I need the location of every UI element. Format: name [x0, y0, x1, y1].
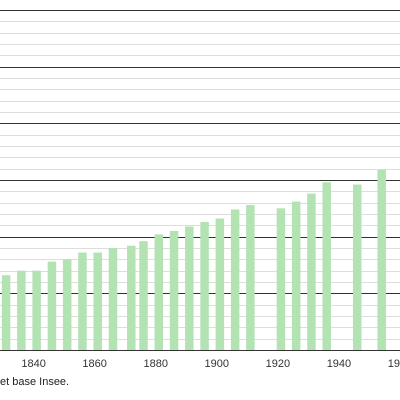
bar — [377, 169, 386, 350]
bars — [1, 169, 386, 350]
bar — [291, 201, 301, 350]
bar — [215, 218, 225, 350]
bar — [47, 261, 57, 350]
bar — [307, 193, 316, 350]
bar — [32, 270, 41, 350]
x-tick-label: 1840 — [21, 358, 45, 370]
bar — [276, 208, 286, 350]
x-tick-label: 1880 — [143, 358, 167, 370]
bar — [230, 209, 240, 350]
bar — [185, 226, 194, 350]
bar — [200, 221, 209, 350]
bar — [322, 182, 331, 350]
bar — [154, 234, 164, 350]
bar — [78, 252, 87, 350]
bar — [1, 275, 11, 350]
bar — [353, 184, 362, 350]
x-tick-label: 1920 — [266, 358, 290, 370]
bar — [246, 204, 255, 350]
x-axis-tick-labels: 1840 1860 1880 1900 1920 1940 1960 — [21, 358, 400, 370]
x-tick-label: 1940 — [327, 358, 351, 370]
bar — [108, 248, 118, 350]
x-tick-label: 1900 — [205, 358, 229, 370]
grid-lines — [0, 10, 400, 351]
bar — [93, 252, 102, 350]
x-tick-label: 1960 — [388, 358, 400, 370]
x-tick-label: 1860 — [82, 358, 106, 370]
bar — [169, 231, 179, 350]
bar — [17, 270, 26, 350]
bar — [62, 259, 72, 350]
bar — [127, 245, 136, 350]
source-note: et base Insee. — [0, 376, 70, 388]
bar — [139, 241, 148, 350]
